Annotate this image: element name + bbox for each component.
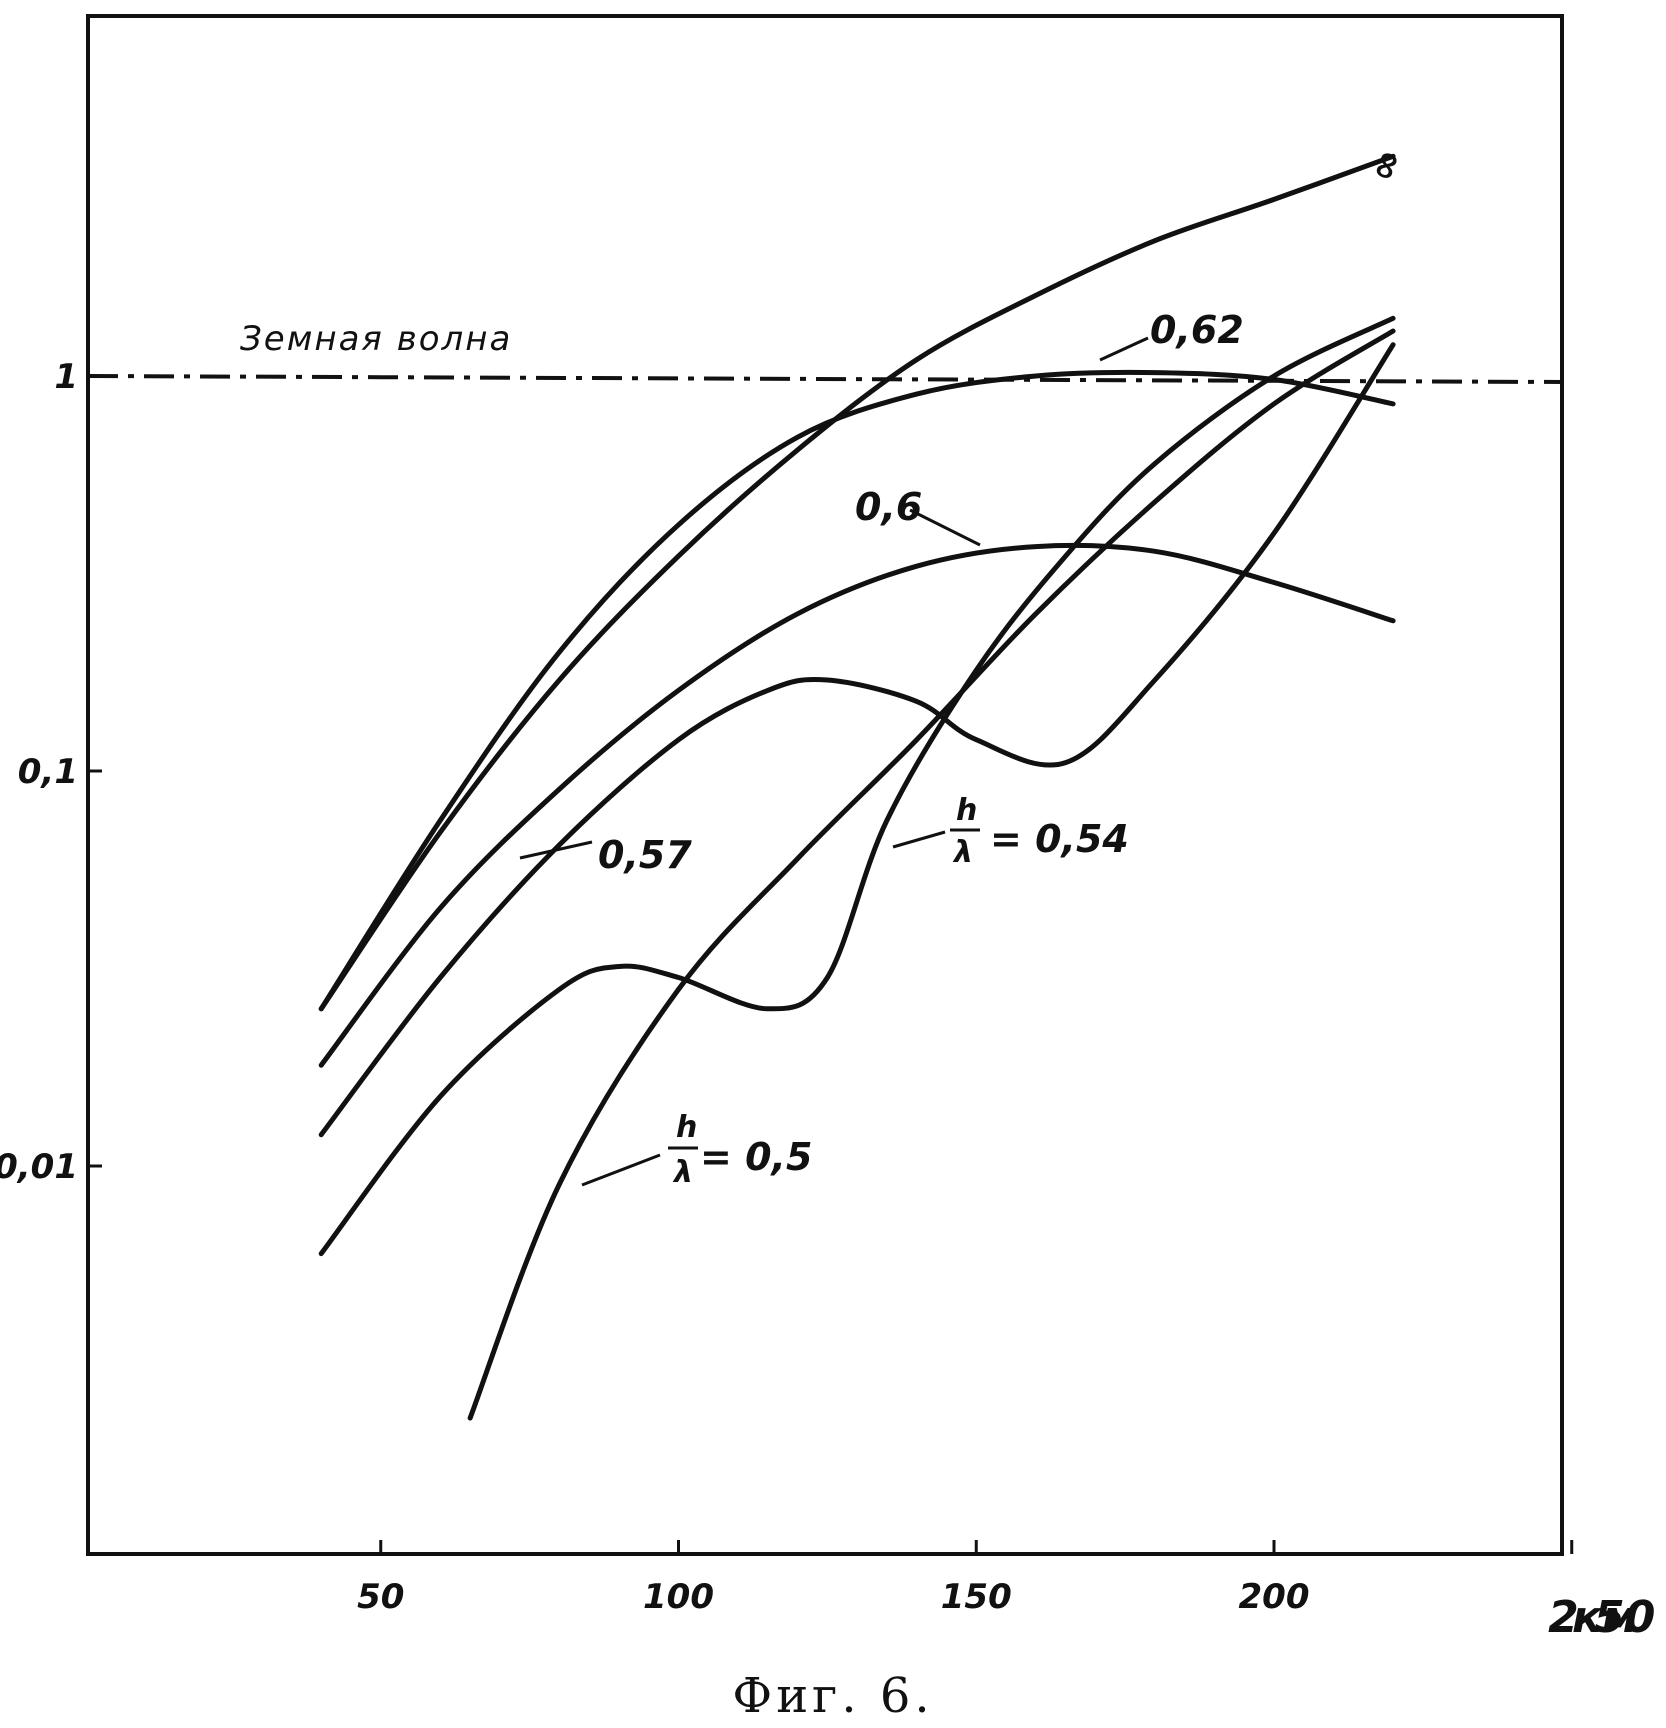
x-axis-ticks: 50 100 150 200 2 50 (357, 1540, 1655, 1643)
leader-05 (581, 1153, 661, 1187)
series-line-2 (318, 542, 1396, 1068)
series-curves (318, 153, 1396, 1421)
frac-05-lambda: λ (672, 1155, 693, 1190)
leader-06 (909, 508, 981, 547)
y-tick-label: 0,01 (0, 1147, 78, 1187)
ground-wave-line (87, 374, 1563, 384)
y-tick-label: 0,1 (18, 752, 78, 792)
x-tick-label: 150 (941, 1577, 1012, 1617)
series-label-05: = 0,5 (700, 1135, 812, 1179)
frac-05-h: h (676, 1110, 697, 1145)
figure-caption: Фиг. 6. (732, 1668, 933, 1724)
series-label-057: 0,57 (598, 833, 692, 877)
series-label-06: 0,6 (855, 485, 922, 529)
series-line-0 (318, 153, 1396, 1012)
frac-054-h: h (956, 793, 977, 828)
x-tick-label: 100 (643, 1577, 714, 1617)
frac-054-lambda: λ (952, 835, 973, 870)
series-label-054: = 0,54 (990, 817, 1129, 861)
y-axis-ticks: 0,01 0,1 1 (0, 357, 102, 1187)
series-line-3 (318, 342, 1396, 1138)
x-tick-label: 2 50 (1548, 1592, 1655, 1643)
ground-wave-label: Земная волна (240, 319, 512, 359)
series-line-5 (467, 328, 1396, 1421)
x-tick-label: 50 (357, 1577, 404, 1617)
series-label-inf: ∞ (1359, 143, 1411, 188)
leader-057 (519, 840, 593, 860)
series-line-1 (318, 369, 1396, 1012)
x-tick-label: 200 (1239, 1577, 1310, 1617)
series-label-062: 0,62 (1150, 308, 1244, 352)
y-tick-label: 1 (54, 357, 78, 397)
leader-062 (1099, 336, 1149, 362)
series-line-4 (318, 315, 1396, 1257)
plot-frame (86, 14, 1564, 1556)
leader-054 (892, 830, 946, 849)
x-unit-label: км (1572, 1592, 1638, 1643)
